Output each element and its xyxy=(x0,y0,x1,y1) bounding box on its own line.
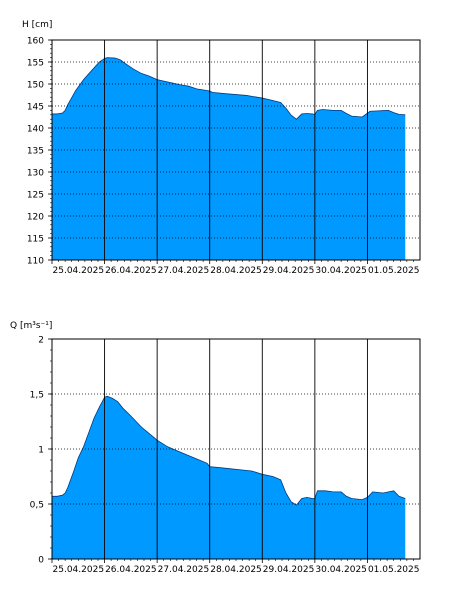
x-tick-label: 29.04.2025 xyxy=(263,565,315,575)
series-line xyxy=(52,57,406,120)
plot-frame xyxy=(51,338,421,560)
x-tick-label: 30.04.2025 xyxy=(315,565,367,575)
x-tick-label: 27.04.2025 xyxy=(158,565,210,575)
series-area xyxy=(52,57,406,260)
x-tick-label: 01.05.2025 xyxy=(368,266,420,276)
series-line xyxy=(52,395,406,506)
y-axis-title: H [cm] xyxy=(22,20,52,30)
x-tick-label: 01.05.2025 xyxy=(368,565,420,575)
y-tick-label: 130 xyxy=(27,169,44,179)
plot-frame xyxy=(51,39,421,261)
x-tick-label: 28.04.2025 xyxy=(210,266,262,276)
y-axis-title: Q [m³s⁻¹] xyxy=(10,321,52,331)
y-tick-label: 145 xyxy=(27,103,44,113)
y-tick-label: 115 xyxy=(27,235,44,245)
x-tick-label: 27.04.2025 xyxy=(158,266,210,276)
y-tick-label: 140 xyxy=(27,125,44,135)
y-tick-label: 0 xyxy=(38,556,44,566)
x-tick-label: 30.04.2025 xyxy=(315,266,367,276)
x-tick-label: 26.04.2025 xyxy=(105,565,157,575)
y-tick-label: 160 xyxy=(27,37,44,47)
x-tick-label: 29.04.2025 xyxy=(263,266,315,276)
x-tick-label: 25.04.2025 xyxy=(53,565,105,575)
water-level-chart: 110 115 120 125 130 135 140 145 150 155 160 25.04.2… xyxy=(22,20,421,276)
y-tick-label: 120 xyxy=(27,213,44,223)
x-tick-label: 26.04.2025 xyxy=(105,266,157,276)
y-tick-label: 110 xyxy=(27,257,44,267)
y-tick-label: 135 xyxy=(27,147,44,157)
y-tick-label: 0,5 xyxy=(30,501,44,511)
y-tick-label: 125 xyxy=(27,191,44,201)
x-tick-label: 28.04.2025 xyxy=(210,565,262,575)
y-tick-label: 1,5 xyxy=(30,391,44,401)
series-area xyxy=(52,396,406,559)
y-tick-label: 1 xyxy=(38,446,44,456)
y-tick-label: 150 xyxy=(27,81,44,91)
y-tick-label: 2 xyxy=(38,336,44,346)
x-tick-label: 25.04.2025 xyxy=(53,266,105,276)
y-tick-label: 155 xyxy=(27,59,44,69)
